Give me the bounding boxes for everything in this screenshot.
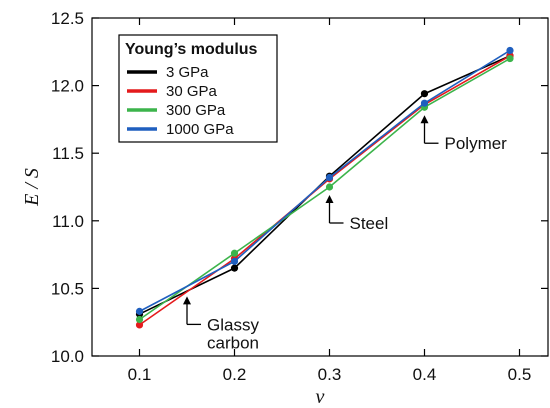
x-axis-title: ν (316, 386, 325, 408)
data-point (325, 173, 334, 182)
data-point (135, 321, 144, 329)
x-tick-label: 0.1 (128, 365, 152, 384)
arrowhead-icon (325, 195, 334, 203)
arrowhead-icon (183, 296, 191, 305)
x-axis: 0.1 0.2 0.3 0.4 0.5 (128, 18, 532, 384)
y-tick-label: 12.0 (51, 77, 84, 96)
legend-label: 3 GPa (166, 64, 209, 81)
data-point (230, 249, 239, 257)
legend: Young’s modulus 3 GPa 30 GPa 300 GPa 1000 G… (118, 34, 278, 143)
annotation-label: Polymer (445, 134, 508, 153)
y-tick-label: 11.5 (52, 144, 84, 163)
y-tick-label: 12.5 (51, 9, 84, 28)
y-tick-label: 10.0 (51, 347, 84, 366)
y-axis-title: E / S (21, 168, 43, 207)
data-point (230, 257, 239, 265)
annotation-label: Steel (350, 214, 389, 233)
y-tick-label: 10.5 (51, 279, 84, 298)
x-tick-label: 0.2 (223, 365, 247, 384)
x-tick-label: 0.5 (508, 365, 532, 384)
annotation-label: carbon (207, 333, 259, 352)
data-point (420, 99, 429, 107)
x-tick-label: 0.3 (318, 365, 342, 384)
data-point (135, 315, 144, 324)
x-tick-label: 0.4 (413, 365, 437, 384)
data-point (506, 54, 514, 63)
series-layer (135, 46, 514, 329)
data-point (506, 46, 514, 55)
y-tick-label: 11.0 (52, 212, 84, 231)
legend-title: Young’s modulus (125, 41, 258, 58)
legend-label: 1000 GPa (166, 121, 234, 138)
plot-frame (91, 17, 549, 357)
arrowhead-icon (420, 115, 429, 124)
data-point (135, 307, 144, 315)
legend-box (118, 34, 278, 143)
legend-label: 30 GPa (166, 83, 218, 100)
data-point (230, 264, 239, 272)
y-axis: 10.0 10.5 11.0 11.5 12.0 12.5 (51, 9, 548, 366)
data-point (420, 90, 429, 98)
data-point (325, 183, 334, 191)
annotation-label: Glassy (207, 315, 259, 334)
legend-label: 300 GPa (166, 102, 226, 119)
